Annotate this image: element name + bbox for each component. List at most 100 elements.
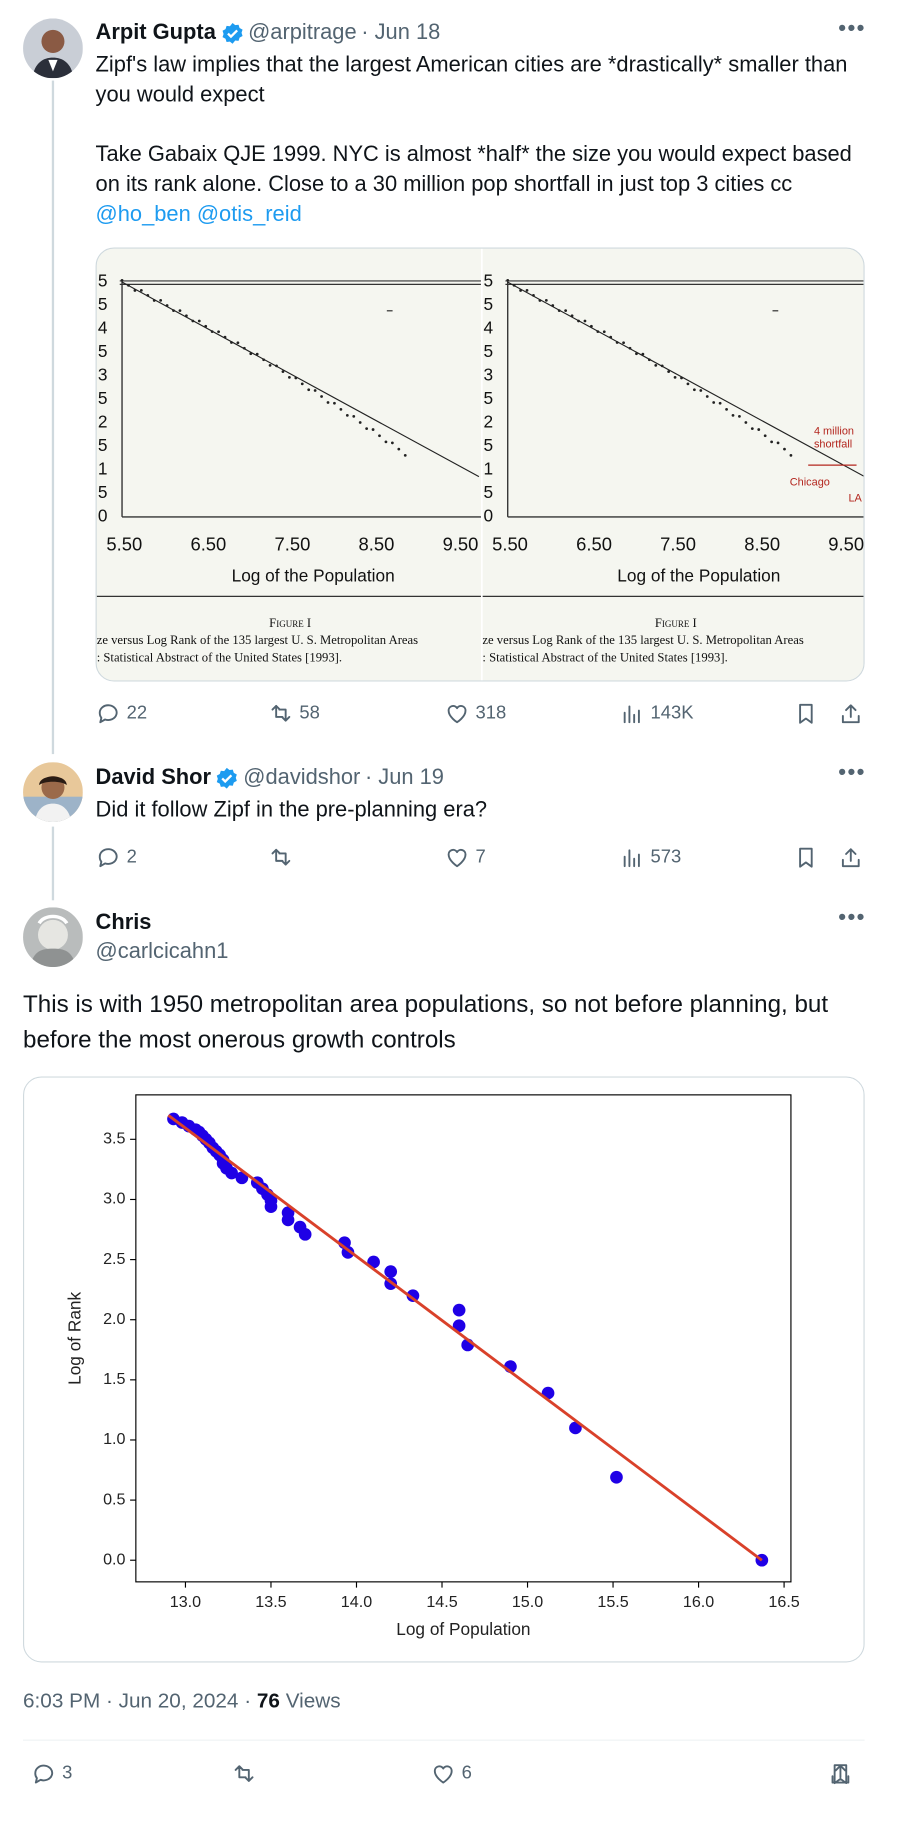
author-handle[interactable]: @davidshor [243,765,361,790]
tweet-image[interactable]: 5 5 4 5 3 5 2 5 1 5 0 5.50 6.50 7.50 8.50 9.50 Log of th… [95,247,865,682]
avatar[interactable] [23,762,83,823]
tweet-date[interactable]: · Jun 19 [364,765,444,790]
more-button[interactable]: ••• [838,759,866,786]
figure-dot [583,319,587,323]
figure-dot [667,370,671,374]
author-name[interactable]: Chris [95,910,152,935]
bookmark-button[interactable] [793,845,818,876]
figure-dot [152,299,156,302]
avatar[interactable] [23,18,83,79]
repost-button[interactable] [231,1761,256,1792]
bookmark-button[interactable] [793,701,818,732]
mention[interactable]: @otis_reid [196,202,302,227]
x-tick-label: 13.5 [255,1593,286,1611]
x-tick-label: 8.50 [359,534,395,555]
figure-dot [506,278,510,282]
figure-dot [519,289,522,292]
figure-panel: 5 5 4 5 3 5 2 5 1 5 0 5.50 6.50 7.50 8.50 9.50 Log of th… [482,248,864,681]
views-icon [623,849,640,868]
figure-dot [210,330,214,333]
x-tick-label: 6.50 [190,534,226,555]
more-button[interactable]: ••• [838,904,866,931]
figure-dot [538,299,542,302]
data-point [298,1228,312,1241]
figure-dot [783,447,786,451]
thread-line [51,826,55,901]
x-axis-label: Log of Population [396,1619,530,1639]
figure-dot [673,376,677,379]
share-button[interactable] [838,701,863,732]
y-tick-label: 3.5 [103,1130,125,1148]
figure-dot [204,324,208,328]
bookmark-button[interactable] [828,1761,853,1792]
figure-dot [268,364,272,367]
data-point [452,1319,466,1333]
data-point [281,1213,295,1227]
x-tick-label: 16.0 [683,1593,714,1611]
annotation: Chicago [790,476,830,488]
x-tick-label: 6.50 [576,534,612,555]
repost-button[interactable] [268,701,293,732]
fit-line [507,281,864,477]
author-name[interactable]: David Shor [95,765,212,790]
y-tick-label: 5 [98,341,108,361]
thread-line [51,80,55,755]
paragraph: Did it follow Zipf in the pre-planning e… [95,797,488,823]
y-tick-label: 4 [484,318,494,338]
like-button[interactable] [444,701,469,732]
y-tick-label: 5 [484,388,494,408]
figure-dot [178,309,182,312]
caption-title: Figure I [269,616,311,630]
like-button[interactable] [444,845,469,876]
y-tick-label: 1 [484,459,494,479]
share-button[interactable] [828,1761,853,1792]
figure-dot [705,395,709,398]
replies-count: 3 [62,1763,73,1784]
figure-dot [345,414,349,417]
figure-dot [133,289,137,292]
x-tick-label: 14.0 [341,1593,372,1611]
author-name[interactable]: Arpit Gupta [95,20,216,45]
paragraph-text: Take Gabaix QJE 1999. NYC is almost *hal… [95,142,852,197]
x-axis-label: Log of the Population [617,565,780,585]
caption-title: Figure I [655,616,697,630]
like-icon [447,705,467,724]
figure-dot [397,447,401,451]
avatar-image [23,18,83,79]
reply-button[interactable] [96,701,121,732]
likes-count: 7 [475,847,486,867]
annotation: 4 million [814,426,854,438]
tweet-header: David Shor @davidshor · Jun 19 [96,764,444,792]
author-handle[interactable]: @carlcicahn1 [95,939,229,964]
more-button[interactable]: ••• [838,16,866,42]
author-handle[interactable]: @arpitrage [248,20,357,45]
bookmark-icon [833,1764,848,1785]
figure-dot [358,421,362,424]
divider [23,1739,865,1741]
view-count: 76 [256,1688,280,1712]
views-icon [623,705,640,724]
figure-dot [326,401,330,404]
reply-button[interactable] [31,1761,56,1792]
data-point [610,1470,623,1484]
figure-dot [615,341,619,344]
mention[interactable]: @ho_ben [95,202,191,227]
repost-button[interactable] [268,845,293,876]
reply-icon [98,704,118,724]
reply-button[interactable] [96,845,121,876]
tweet-image[interactable]: 13.0 13.5 14.0 14.5 15.0 15.5 16.0 16.5 0.0 0.5 1.… [23,1076,865,1663]
timestamp[interactable]: 6:03 PM · Jun 20, 2024 · [23,1688,252,1712]
avatar[interactable] [23,907,83,968]
share-button[interactable] [838,845,863,876]
like-button[interactable] [431,1761,456,1792]
y-tick-label: 3 [484,365,494,385]
y-tick-label: 5 [98,271,108,291]
figure-dot [628,346,632,350]
figure-dot [622,341,625,345]
tweet-date[interactable]: · Jun 18 [361,20,441,45]
figure-dot [262,358,266,362]
views-count: 573 [650,847,682,867]
views-button[interactable] [619,701,644,732]
views-button[interactable] [619,845,644,876]
panel-bg [96,248,482,681]
